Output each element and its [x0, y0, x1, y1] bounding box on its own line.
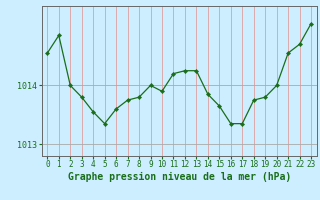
- X-axis label: Graphe pression niveau de la mer (hPa): Graphe pression niveau de la mer (hPa): [68, 172, 291, 182]
